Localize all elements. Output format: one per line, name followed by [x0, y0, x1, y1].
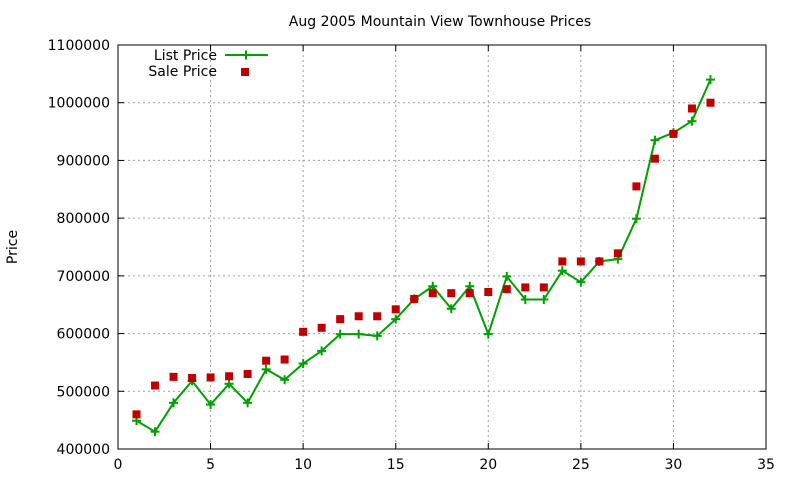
x-tick-label: 5 [206, 457, 215, 473]
sale-price-point [669, 129, 678, 138]
sale-price-point [447, 289, 456, 298]
list-price-point [169, 398, 179, 408]
legend-marker-list-price [241, 50, 251, 60]
sale-price-point [391, 305, 400, 314]
sale-price-point [558, 257, 567, 266]
list-price-point [650, 135, 660, 145]
sale-price-point [595, 257, 604, 266]
legend-label-sale-price: Sale Price [148, 64, 217, 80]
list-price-point [280, 375, 290, 385]
list-price-point [539, 295, 549, 305]
sale-price-point [410, 294, 419, 303]
legend: List Price Sale Price [148, 48, 268, 80]
list-price-point [631, 214, 641, 224]
x-tick-label: 15 [387, 457, 405, 473]
sale-price-point [484, 288, 493, 297]
sale-price-point [428, 289, 437, 298]
sale-price-point [243, 369, 252, 378]
series-1 [132, 98, 715, 419]
sale-price-point [465, 289, 474, 298]
list-price-point [557, 266, 567, 276]
list-price-point [576, 277, 586, 287]
sale-price-point [687, 104, 696, 113]
x-tick-label: 20 [479, 457, 497, 473]
list-price-point [446, 304, 456, 314]
y-axis-label: Price [5, 230, 21, 264]
y-tick-label: 800000 [57, 211, 110, 227]
sale-price-point [188, 374, 197, 383]
sale-price-point [650, 154, 659, 163]
series-0 [132, 75, 715, 437]
sale-price-point [502, 285, 511, 294]
x-tick-label: 0 [114, 457, 123, 473]
legend-label-list-price: List Price [154, 48, 217, 64]
list-price-point [687, 116, 697, 126]
y-tick-label: 900000 [57, 153, 110, 169]
sale-price-point [706, 98, 715, 107]
sale-price-point [151, 381, 160, 390]
list-price-point [206, 400, 216, 410]
axis-ticks [117, 44, 767, 450]
sale-price-point [169, 372, 178, 381]
chart-title: Aug 2005 Mountain View Townhouse Prices [289, 14, 591, 30]
y-tick-label: 1100000 [48, 38, 110, 54]
y-tick-label: 700000 [57, 269, 110, 285]
sale-price-point [280, 355, 289, 364]
sale-price-point [132, 410, 141, 419]
sale-price-point [354, 312, 363, 321]
sale-price-point [539, 283, 548, 292]
sale-price-point [632, 182, 641, 191]
y-tick-label: 400000 [57, 442, 110, 458]
sale-price-point [613, 249, 622, 258]
sale-price-point [225, 372, 234, 381]
sale-price-point [262, 356, 271, 365]
list-price-point [335, 329, 345, 339]
list-price-point [483, 329, 493, 339]
x-tick-label: 10 [294, 457, 312, 473]
list-price-point [705, 75, 715, 85]
list-price-point [224, 379, 234, 389]
x-tick-label: 25 [572, 457, 590, 473]
x-tick-label: 35 [757, 457, 775, 473]
sale-price-point [521, 283, 530, 292]
list-price-point [243, 398, 253, 408]
plot-frame [117, 44, 767, 450]
series [132, 75, 715, 437]
legend-marker-sale-price [241, 68, 249, 76]
sale-price-point [576, 257, 585, 266]
list-price-line [136, 79, 712, 433]
list-price-point [261, 364, 271, 374]
sale-price-point [317, 323, 326, 332]
list-price-point [354, 329, 364, 339]
y-tick-label: 600000 [57, 327, 110, 343]
x-tick-label: 30 [665, 457, 683, 473]
list-price-point [298, 359, 308, 369]
y-tick-label: 1000000 [48, 96, 110, 112]
grid [118, 45, 766, 449]
list-price-point [391, 314, 401, 324]
list-price-point [372, 331, 382, 341]
list-price-point [317, 346, 327, 356]
y-tick-label: 500000 [57, 384, 110, 400]
tick-labels: 400000 500000 600000 700000 800000 900000 1000… [48, 38, 775, 473]
list-price-point [150, 427, 160, 437]
sale-price-point [336, 315, 345, 324]
list-price-point [502, 271, 512, 281]
sale-price-point [373, 312, 382, 321]
sale-price-point [299, 327, 308, 336]
list-price-point [520, 295, 530, 305]
sale-price-point [206, 373, 215, 382]
legend-plus [241, 50, 251, 60]
